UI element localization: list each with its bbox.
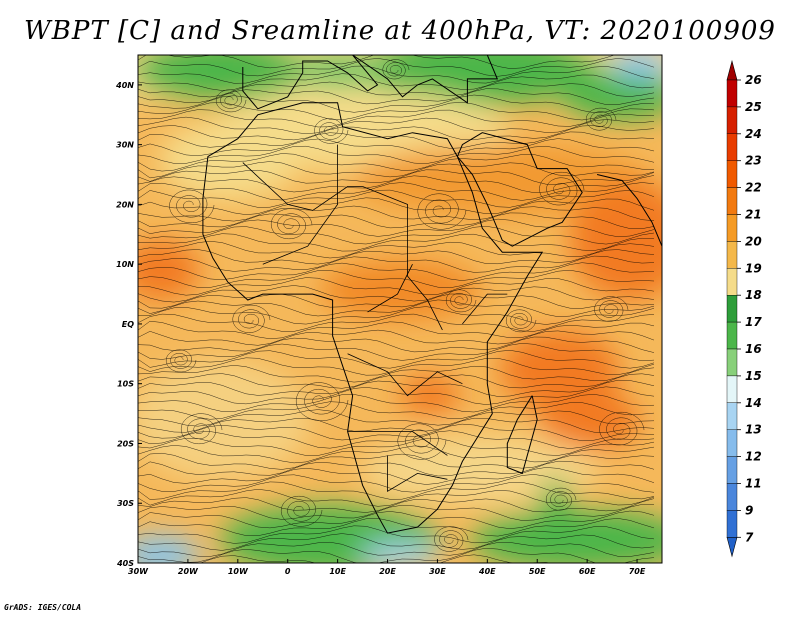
colorbar-label: 18 bbox=[745, 288, 762, 302]
chart-title: WBPT [C] and Sreamline at 400hPa, VT: 20… bbox=[24, 16, 776, 46]
colorbar-label: 12 bbox=[745, 450, 762, 464]
colorbar-swatch bbox=[726, 375, 738, 403]
lon-label: 40E bbox=[478, 567, 496, 576]
temperature-field bbox=[138, 55, 662, 563]
colorbar-top-arrow bbox=[726, 59, 738, 81]
colorbar-swatch bbox=[726, 106, 738, 135]
map-frame bbox=[137, 54, 663, 564]
colorbar-bottom-arrow bbox=[726, 537, 738, 558]
colorbar-swatch bbox=[726, 429, 738, 457]
colorbar-swatch bbox=[726, 321, 738, 350]
lon-label: 20E bbox=[379, 567, 396, 576]
lon-label: 70E bbox=[629, 567, 646, 576]
colorbar-swatch bbox=[726, 160, 738, 188]
colorbar-label: 11 bbox=[745, 477, 762, 491]
colorbar-label: 22 bbox=[745, 181, 762, 195]
colorbar-swatch bbox=[726, 241, 738, 269]
colorbar-swatch bbox=[726, 187, 738, 215]
colorbar-label: 19 bbox=[745, 261, 762, 275]
colorbar-swatch bbox=[726, 268, 738, 296]
colorbar-label: 21 bbox=[745, 208, 762, 222]
colorbar-label: 14 bbox=[745, 396, 762, 410]
colorbar-label: 15 bbox=[745, 369, 762, 383]
lat-label: 20N bbox=[116, 200, 134, 209]
colorbar-swatch bbox=[726, 348, 738, 377]
colorbar-label: 20 bbox=[745, 234, 762, 248]
lon-label: 30E bbox=[429, 567, 446, 576]
colorbar-label: 25 bbox=[745, 100, 762, 114]
colorbar-swatch bbox=[726, 510, 738, 538]
colorbar-label: 24 bbox=[745, 127, 762, 141]
lat-label: 20S bbox=[117, 439, 134, 448]
colorbar-label: 9 bbox=[745, 503, 753, 517]
latitude-labels: 40N 30N 20N 10N EQ 10S 20S 30S 40S bbox=[115, 81, 142, 568]
colorbar-swatch bbox=[726, 79, 738, 108]
lon-label: 20W bbox=[178, 567, 199, 576]
colorbar-label: 23 bbox=[745, 154, 762, 168]
lat-label: EQ bbox=[122, 320, 134, 329]
colorbar-swatch bbox=[726, 456, 738, 484]
colorbar-label: 13 bbox=[745, 423, 762, 437]
lon-label: 0 bbox=[285, 567, 291, 576]
lon-label: 60E bbox=[579, 567, 596, 576]
colorbar: 26 25 24 23 22 21 20 19 18 17 16 15 14 13 12 11 9 7 bbox=[726, 59, 762, 558]
lat-label: 10S bbox=[117, 380, 134, 389]
colorbar-swatch bbox=[726, 133, 738, 161]
colorbar-swatch bbox=[726, 214, 738, 242]
colorbar-swatch bbox=[726, 295, 738, 323]
lat-label: 30N bbox=[116, 141, 134, 150]
lat-label: 40N bbox=[115, 81, 134, 90]
colorbar-swatch bbox=[726, 483, 738, 511]
lon-label: 30W bbox=[128, 567, 149, 576]
lon-label: 10E bbox=[329, 567, 346, 576]
colorbar-label: 26 bbox=[745, 73, 762, 87]
grads-credit: GrADS: IGES/COLA bbox=[4, 603, 82, 612]
lat-label: 10N bbox=[116, 260, 134, 269]
map-figure: 40N 30N 20N 10N EQ 10S 20S 30S 40S 30W 20W 10W 0 10E… bbox=[115, 54, 762, 576]
colorbar-swatch bbox=[726, 402, 738, 430]
lon-label: 10W bbox=[228, 567, 249, 576]
lat-label: 30S bbox=[117, 499, 134, 508]
colorbar-label: 17 bbox=[745, 315, 762, 329]
colorbar-label: 7 bbox=[745, 530, 754, 544]
colorbar-label: 16 bbox=[745, 342, 762, 356]
lat-label: 40S bbox=[116, 559, 134, 568]
longitude-labels: 30W 20W 10W 0 10E 20E 30E 40E 50E 60E 70E bbox=[128, 559, 646, 576]
lon-label: 50E bbox=[529, 567, 546, 576]
